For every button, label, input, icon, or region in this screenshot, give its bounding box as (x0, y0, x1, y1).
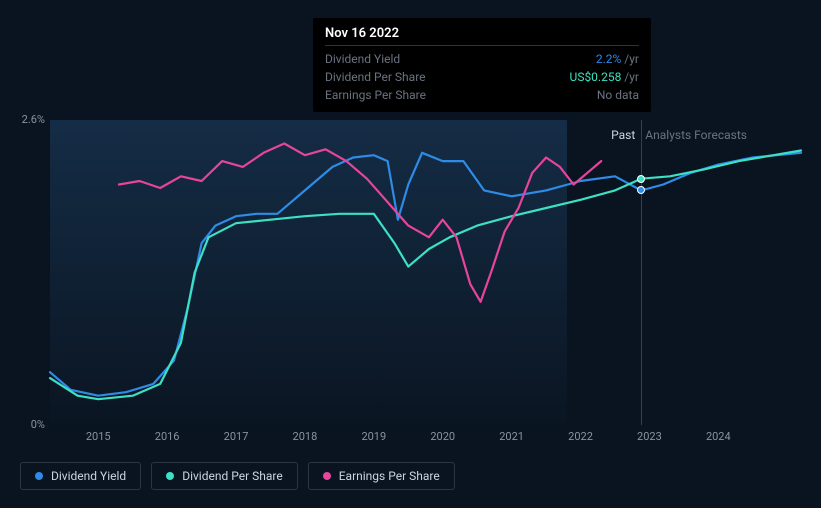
y-tick-label: 0% (31, 418, 45, 431)
tooltip-value-wrap: 2.2% /yr (596, 52, 639, 66)
tooltip-label: Earnings Per Share (325, 88, 426, 102)
y-tick-label: 2.6% (22, 113, 45, 126)
marker-dot (637, 186, 645, 194)
x-tick-label: 2017 (224, 430, 249, 443)
marker-dot (637, 175, 645, 183)
tooltip-label: Dividend Yield (325, 52, 400, 66)
legend-dot-icon (323, 472, 331, 480)
legend-label: Dividend Per Share (182, 469, 283, 483)
tooltip-unit: /yr (621, 52, 639, 66)
tooltip-row: Dividend Per Share US$0.258 /yr (325, 68, 639, 86)
x-tick-label: 2023 (637, 430, 662, 443)
tooltip-value-wrap: US$0.258 /yr (570, 70, 639, 84)
chart-tooltip: Nov 16 2022 Dividend Yield2.2% /yrDivide… (313, 18, 651, 112)
x-tick-label: 2020 (430, 430, 455, 443)
legend-label: Dividend Yield (51, 469, 126, 483)
tooltip-rows: Dividend Yield2.2% /yrDividend Per Share… (325, 50, 639, 104)
legend-item[interactable]: Earnings Per Share (308, 462, 455, 490)
tooltip-label: Dividend Per Share (325, 70, 426, 84)
x-tick-label: 2021 (499, 430, 524, 443)
tooltip-date: Nov 16 2022 (325, 26, 639, 46)
tooltip-row: Dividend Yield 2.2% /yr (325, 50, 639, 68)
legend-dot-icon (35, 472, 43, 480)
x-tick-label: 2015 (86, 430, 111, 443)
tooltip-row: Earnings Per Share No data (325, 86, 639, 104)
legend-label: Earnings Per Share (339, 469, 440, 483)
x-tick-label: 2019 (361, 430, 386, 443)
x-tick-label: 2016 (155, 430, 180, 443)
x-tick-label: 2022 (568, 430, 593, 443)
x-tick-label: 2024 (706, 430, 731, 443)
tooltip-value: US$0.258 (570, 70, 622, 84)
legend-item[interactable]: Dividend Per Share (151, 462, 298, 490)
tooltip-value-wrap: No data (597, 88, 639, 102)
forecast-label: Analysts Forecasts (645, 128, 747, 142)
plot-area[interactable] (50, 120, 801, 425)
period-labels: Past Analysts Forecasts (611, 128, 747, 142)
tooltip-value: No data (597, 88, 639, 102)
x-tick-label: 2018 (293, 430, 318, 443)
legend-dot-icon (166, 472, 174, 480)
chart-container: PastAnalysts Forecasts 20152016201720182… (20, 100, 801, 450)
legend: Dividend Yield Dividend Per Share Earnings… (20, 462, 455, 490)
tooltip-unit: /yr (621, 70, 639, 84)
x-axis: 2015 2016 2017 2018 2019 2020 2021 2022 2023 2024 (50, 430, 801, 450)
series-line (50, 153, 801, 396)
series-line (119, 144, 601, 302)
chart-svg (50, 120, 801, 425)
tooltip-value: 2.2% (596, 52, 621, 66)
past-label: Past (611, 128, 635, 142)
legend-item[interactable]: Dividend Yield (20, 462, 141, 490)
